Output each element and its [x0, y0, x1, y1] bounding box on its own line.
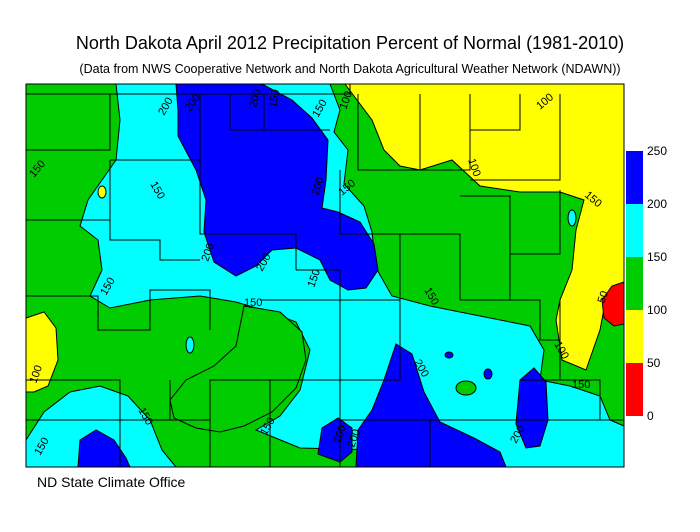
legend-swatch-100-150: [626, 257, 643, 310]
legend-swatch-0-50: [626, 363, 643, 416]
legend-tick-250: 250: [647, 144, 668, 158]
contour-label: 200: [200, 242, 218, 263]
legend-swatch-200-250: [626, 151, 643, 204]
contour-label: 100: [28, 364, 46, 385]
map-title: North Dakota April 2012 Precipitation Pe…: [75, 33, 625, 53]
contour-label: 150: [244, 297, 262, 309]
contour-label: 100: [338, 90, 356, 111]
legend-tick-0: 0: [647, 409, 654, 423]
green-island-center: [169, 305, 307, 433]
credit-text: ND State Climate Office: [37, 474, 186, 490]
contour-label: 150: [572, 379, 590, 391]
contour-label: 50: [596, 289, 611, 305]
legend-tick-100: 100: [647, 303, 668, 317]
contour-label: 100: [465, 157, 483, 178]
map-subtitle: (Data from NWS Cooperative Network and N…: [79, 62, 621, 76]
legend-tick-50: 50: [647, 356, 661, 370]
county-boundaries: [26, 84, 624, 467]
blue-zone-south-central: [355, 343, 507, 468]
contour-label: 200: [346, 428, 364, 449]
legend-swatch-150-200: [626, 204, 643, 257]
lake-marker-1: [185, 336, 195, 354]
contour-label: 200: [332, 424, 350, 445]
state-border: [25, 83, 625, 468]
blue-zone-north-central: [175, 83, 379, 291]
cyan-zone-southwest: [25, 385, 178, 468]
contour-label: 200: [247, 88, 263, 109]
yellow-zone-west: [25, 311, 59, 393]
contour-label: 150: [306, 268, 324, 289]
legend-tick-200: 200: [647, 197, 668, 211]
blue-dot-2: [483, 368, 493, 380]
legend-swatch-50-100: [626, 310, 643, 363]
contour-label: 150: [267, 88, 282, 108]
blue-dot-1: [444, 351, 454, 359]
legend-tick-150: 150: [647, 250, 668, 264]
lake-marker-2: [97, 185, 107, 199]
green-island-east: [455, 380, 477, 396]
blue-zone-southeast: [515, 367, 549, 449]
lake-marker-3: [567, 209, 577, 227]
contour-label: 200: [310, 176, 328, 197]
